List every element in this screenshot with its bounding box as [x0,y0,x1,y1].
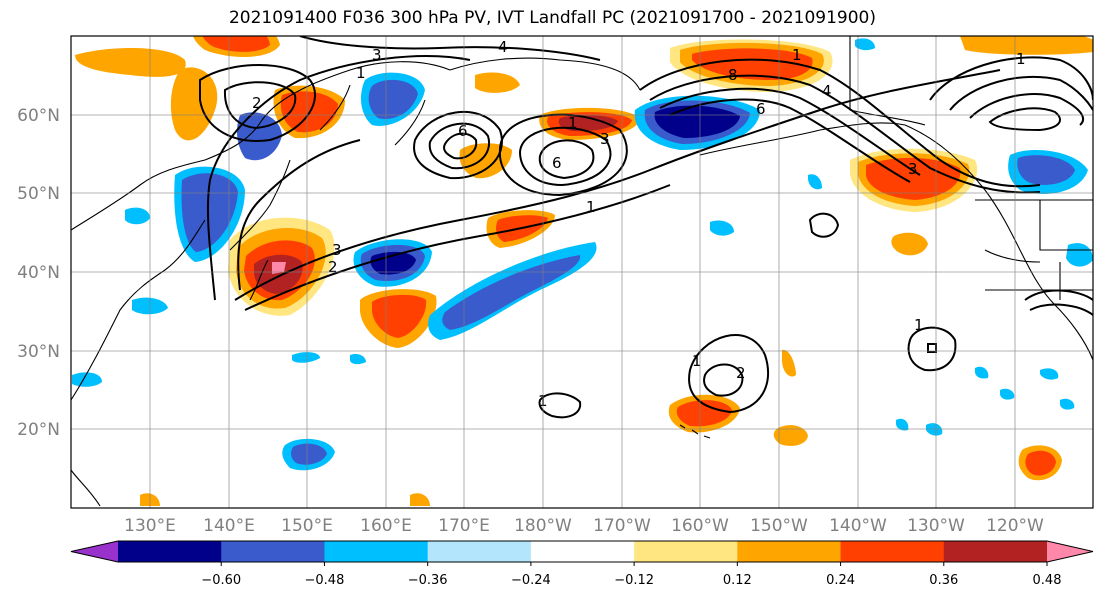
contour-label: 1 [568,114,578,132]
colorbar-extend-high [1047,541,1093,562]
contour-label: 6 [552,154,562,172]
contour-label: 1 [1016,50,1026,68]
coastlines [71,36,1093,507]
lon-label: 150°W [750,516,808,536]
contour-label: 4 [822,82,832,100]
lon-label: 180°W [514,516,572,536]
lon-label: 170°E [438,516,490,536]
colorbar-swatch [324,541,429,562]
lat-label-60n: 60°N [17,106,60,126]
contour-label: 3 [332,241,342,259]
lon-label: 130°E [124,516,176,536]
colorbar-swatch [840,541,945,562]
contour-labels: 3 4 1 2 3 6 1 6 3 1 6 4 8 1 1 3 2 1 2 1 … [252,38,1026,410]
contour-label: 2 [736,364,746,382]
longitude-labels: 130°E 140°E 150°E 160°E 170°E 180°W 170°… [124,516,1044,536]
contour-label: 3 [600,130,610,148]
colorbar-tick-label: −0.12 [614,573,654,588]
colorbar-swatch [221,541,325,562]
contour-label: 6 [458,122,468,140]
contour-label: 1 [356,64,366,82]
lat-label-30n: 30°N [17,342,60,362]
contour-label: 8 [728,66,738,84]
colorbar-tick-label: 0.24 [826,573,855,588]
lat-label-50n: 50°N [17,184,60,204]
latitude-labels: 60°N 50°N 40°N 30°N 20°N [17,106,60,440]
lon-label: 160°E [360,516,412,536]
colorbar-tick-label: 0.36 [929,573,958,588]
colorbar-tick-label: 0.48 [1033,573,1062,588]
colorbar-swatch [118,541,222,562]
colorbar: −0.60 −0.48 −0.36 −0.24 −0.12 0.12 0.24 0.36 0.4… [70,540,1094,588]
colorbar-tick-label: 0.12 [723,573,752,588]
lon-label: 150°E [281,516,333,536]
contour-label: 1 [692,352,702,370]
lat-label-40n: 40°N [17,263,60,283]
colorbar-swatch [737,541,842,562]
lon-label: 120°W [986,516,1044,536]
map-frame [70,35,1094,509]
contour-label: 3 [372,46,382,64]
gridlines [71,36,1093,508]
contour-label: 2 [328,258,338,276]
contour-label: 1 [914,316,924,334]
colorbar-swatch [943,541,1048,562]
contour-label: 3 [908,160,918,178]
lon-label: 170°W [593,516,651,536]
lon-label: 140°W [829,516,887,536]
colorbar-outline [70,540,1094,563]
ivt-contours [199,36,1093,419]
colorbar-swatch [530,541,635,562]
lon-label: 130°W [907,516,965,536]
colorbar-extend-low [71,541,118,562]
map-title: 2021091400 F036 300 hPa PV, IVT Landfall… [228,8,876,28]
contour-label: 1 [792,46,802,64]
colorbar-tick-label: −0.60 [201,573,241,588]
colorbar-tick-label: −0.24 [511,573,551,588]
contour-label: 4 [498,38,508,56]
lat-label-20n: 20°N [17,420,60,440]
lon-label: 140°E [203,516,255,536]
contour-label: 2 [252,94,262,112]
colorbar-tick-label: −0.48 [305,573,345,588]
contour-label: 1 [586,198,596,216]
colorbar-swatch [634,541,738,562]
colorbar-tick-label: −0.36 [408,573,448,588]
pv-positive-anomalies [75,36,1093,506]
lon-label: 160°W [671,516,729,536]
contour-label: 6 [756,100,766,118]
colorbar-swatch [427,541,532,562]
